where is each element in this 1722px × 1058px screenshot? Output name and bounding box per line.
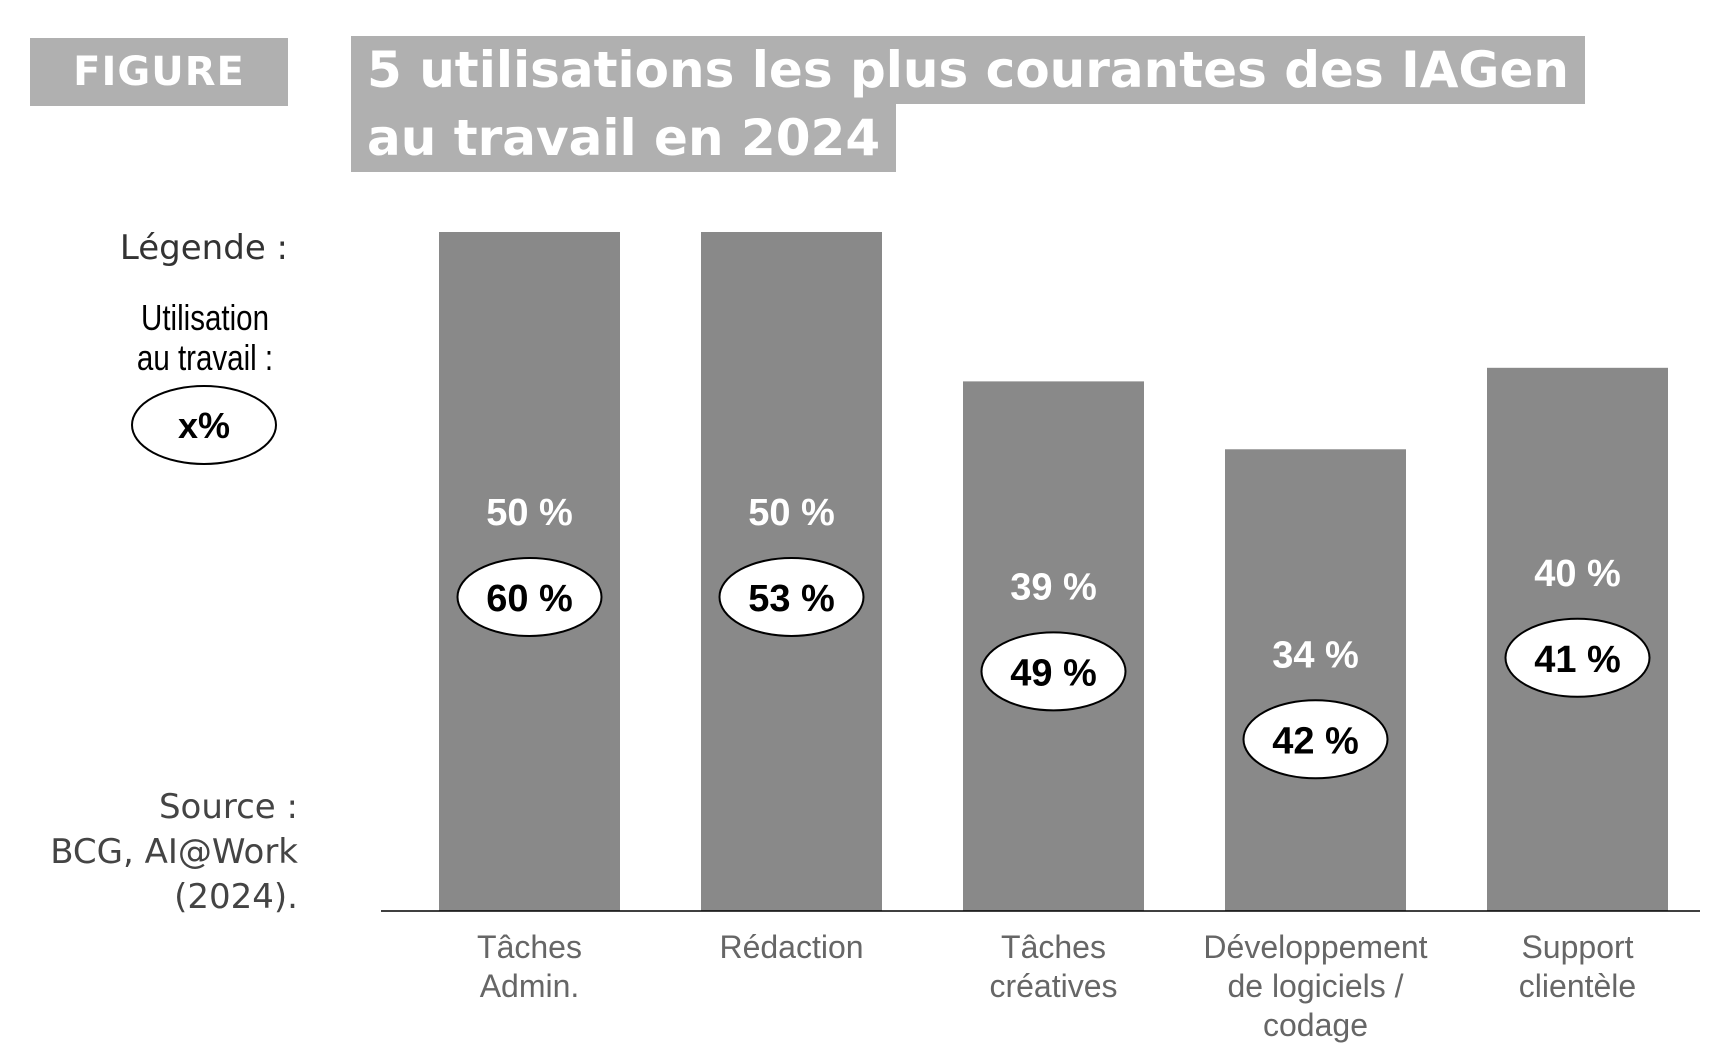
legend-label-line-1: Utilisation [141,297,269,338]
source-line-3: (2024). [174,877,298,917]
bar-value-label: 40 % [1534,553,1621,595]
category-label: Rédaction [719,929,863,965]
usage-ellipse [1242,699,1389,780]
category-label: Tâches [477,929,582,965]
legend-title: Légende : [119,228,288,268]
bar-value-label: 50 % [748,492,835,534]
bar [1225,449,1406,911]
category-label: Support [1521,929,1633,965]
bar-value-label: 50 % [486,492,573,534]
usage-value-label: 53 % [748,578,835,620]
figure-label: FIGURE 1.5 [30,38,288,163]
category-label: de logiciels / [1227,968,1403,1004]
source-line-2: BCG, AI@Work [50,832,298,872]
category-label: Tâches [1001,929,1106,965]
usage-value-label: 49 % [1010,652,1097,694]
bar-value-label: 39 % [1010,566,1097,608]
source-note: Source : BCG, AI@Work (2024). [50,785,298,920]
usage-value-label: 60 % [486,578,573,620]
usage-ellipse [1504,617,1651,698]
category-label: codage [1263,1007,1368,1043]
category-label: créatives [989,968,1117,1004]
usage-value-label: 42 % [1272,720,1359,762]
legend-symbol-label: x% [178,405,230,446]
category-label: Développement [1203,929,1427,965]
usage-ellipse [980,631,1127,712]
category-label: Admin. [480,968,580,1004]
title-line-1: 5 utilisations les plus courantes des IA… [351,36,1585,104]
legend-ellipse [131,385,277,465]
bar-value-label: 34 % [1272,634,1359,676]
category-label: clientèle [1519,968,1636,1004]
title-line-2: au travail en 2024 [351,104,897,172]
usage-value-label: 41 % [1534,639,1621,681]
usage-ellipse [456,557,603,637]
usage-ellipse [718,557,865,637]
source-line-1: Source : [158,787,298,827]
legend-label-line-2: au travail : [136,337,274,378]
chart-title: 5 utilisations les plus courantes des IA… [351,36,1691,172]
